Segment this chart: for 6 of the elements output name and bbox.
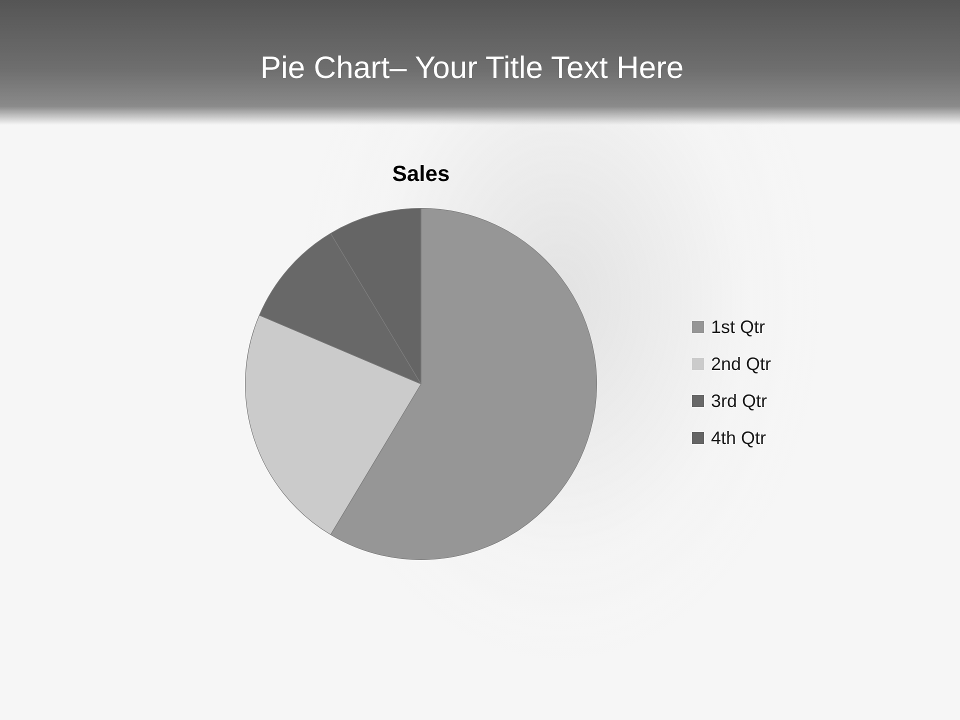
legend-label: 4th Qtr [711, 428, 766, 448]
chart-subtitle: Sales [391, 160, 451, 188]
chart-title: Pie Chart– Your Title Text Here [259, 49, 685, 87]
legend-label: 2nd Qtr [711, 354, 772, 374]
legend-label: 1st Qtr [711, 316, 766, 337]
legend-label: 3rd Qtr [711, 390, 768, 411]
